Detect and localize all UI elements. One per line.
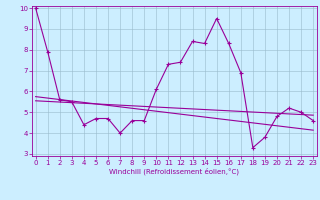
X-axis label: Windchill (Refroidissement éolien,°C): Windchill (Refroidissement éolien,°C) bbox=[109, 168, 239, 175]
